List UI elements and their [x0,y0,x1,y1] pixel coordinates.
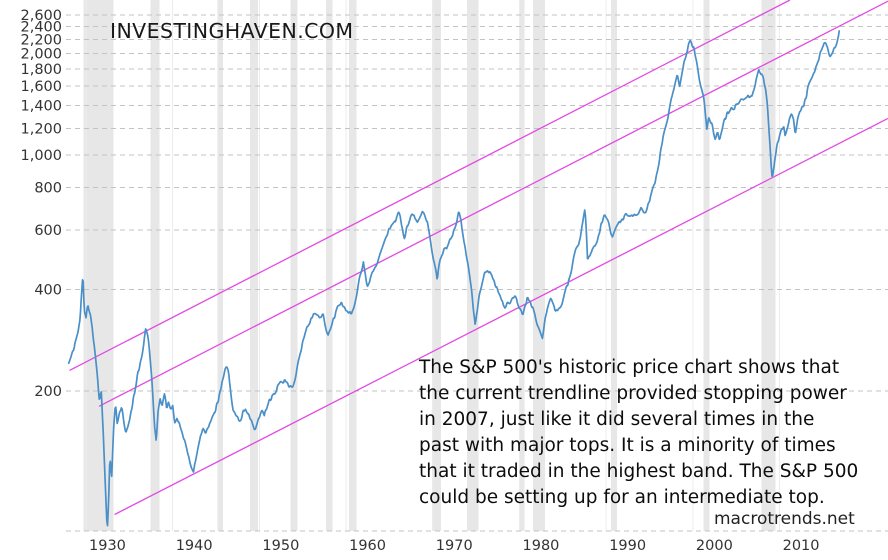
svg-text:2010: 2010 [783,538,820,554]
middle-channel-line [98,0,888,407]
svg-text:1990: 1990 [609,538,646,554]
svg-text:2,400: 2,400 [20,20,62,36]
svg-text:1970: 1970 [436,538,473,554]
annotation-line: The S&P 500's historic price chart shows… [419,357,840,378]
svg-text:2,200: 2,200 [20,33,62,49]
svg-text:600: 600 [34,223,62,239]
trendlines [69,0,888,516]
watermark: INVESTINGHAVEN.COM [110,19,354,43]
annotation-line: in 2007, just like it did several times … [419,409,815,430]
annotation-line: past with major tops. It is a minority o… [419,435,836,456]
svg-text:1,200: 1,200 [20,121,62,137]
svg-text:1980: 1980 [523,538,560,554]
svg-text:2000: 2000 [696,538,733,554]
svg-text:1,600: 1,600 [20,79,62,95]
recession-bands [83,0,776,531]
y-axis-labels: 200 400 600 800 1,000 1,200 1,400 1,6001,8002,0… [20,8,62,400]
svg-text:800: 800 [34,181,62,197]
svg-text:1,800: 1,800 [20,62,62,78]
svg-text:1950: 1950 [262,538,299,554]
svg-text:1,400: 1,400 [20,99,62,115]
svg-text:2,600: 2,600 [20,8,62,24]
lower-channel-line [114,117,888,516]
annotation-line: the current trendline provided stopping … [419,383,847,404]
annotation-line: could be setting up for an intermediate … [419,487,825,508]
upper-channel-line [69,0,791,371]
svg-text:1960: 1960 [349,538,386,554]
x-axis-labels: 1930 1940 1950 1960 1970 1980 1990 2000 2010 [89,538,820,554]
price-line [67,30,841,527]
vertical-gridlines [85,0,781,531]
svg-text:200: 200 [34,384,62,400]
svg-text:2,000: 2,000 [20,46,62,62]
horizontal-gridlines [66,14,888,532]
svg-text:1930: 1930 [89,538,126,554]
annotation-line: that it traded in the highest band. The … [419,461,859,482]
svg-text:1,000: 1,000 [20,148,62,164]
source-label: macrotrends.net [714,509,855,529]
svg-text:1940: 1940 [176,538,213,554]
svg-text:400: 400 [34,282,62,298]
annotation-text: The S&P 500's historic price chart shows… [419,355,858,511]
